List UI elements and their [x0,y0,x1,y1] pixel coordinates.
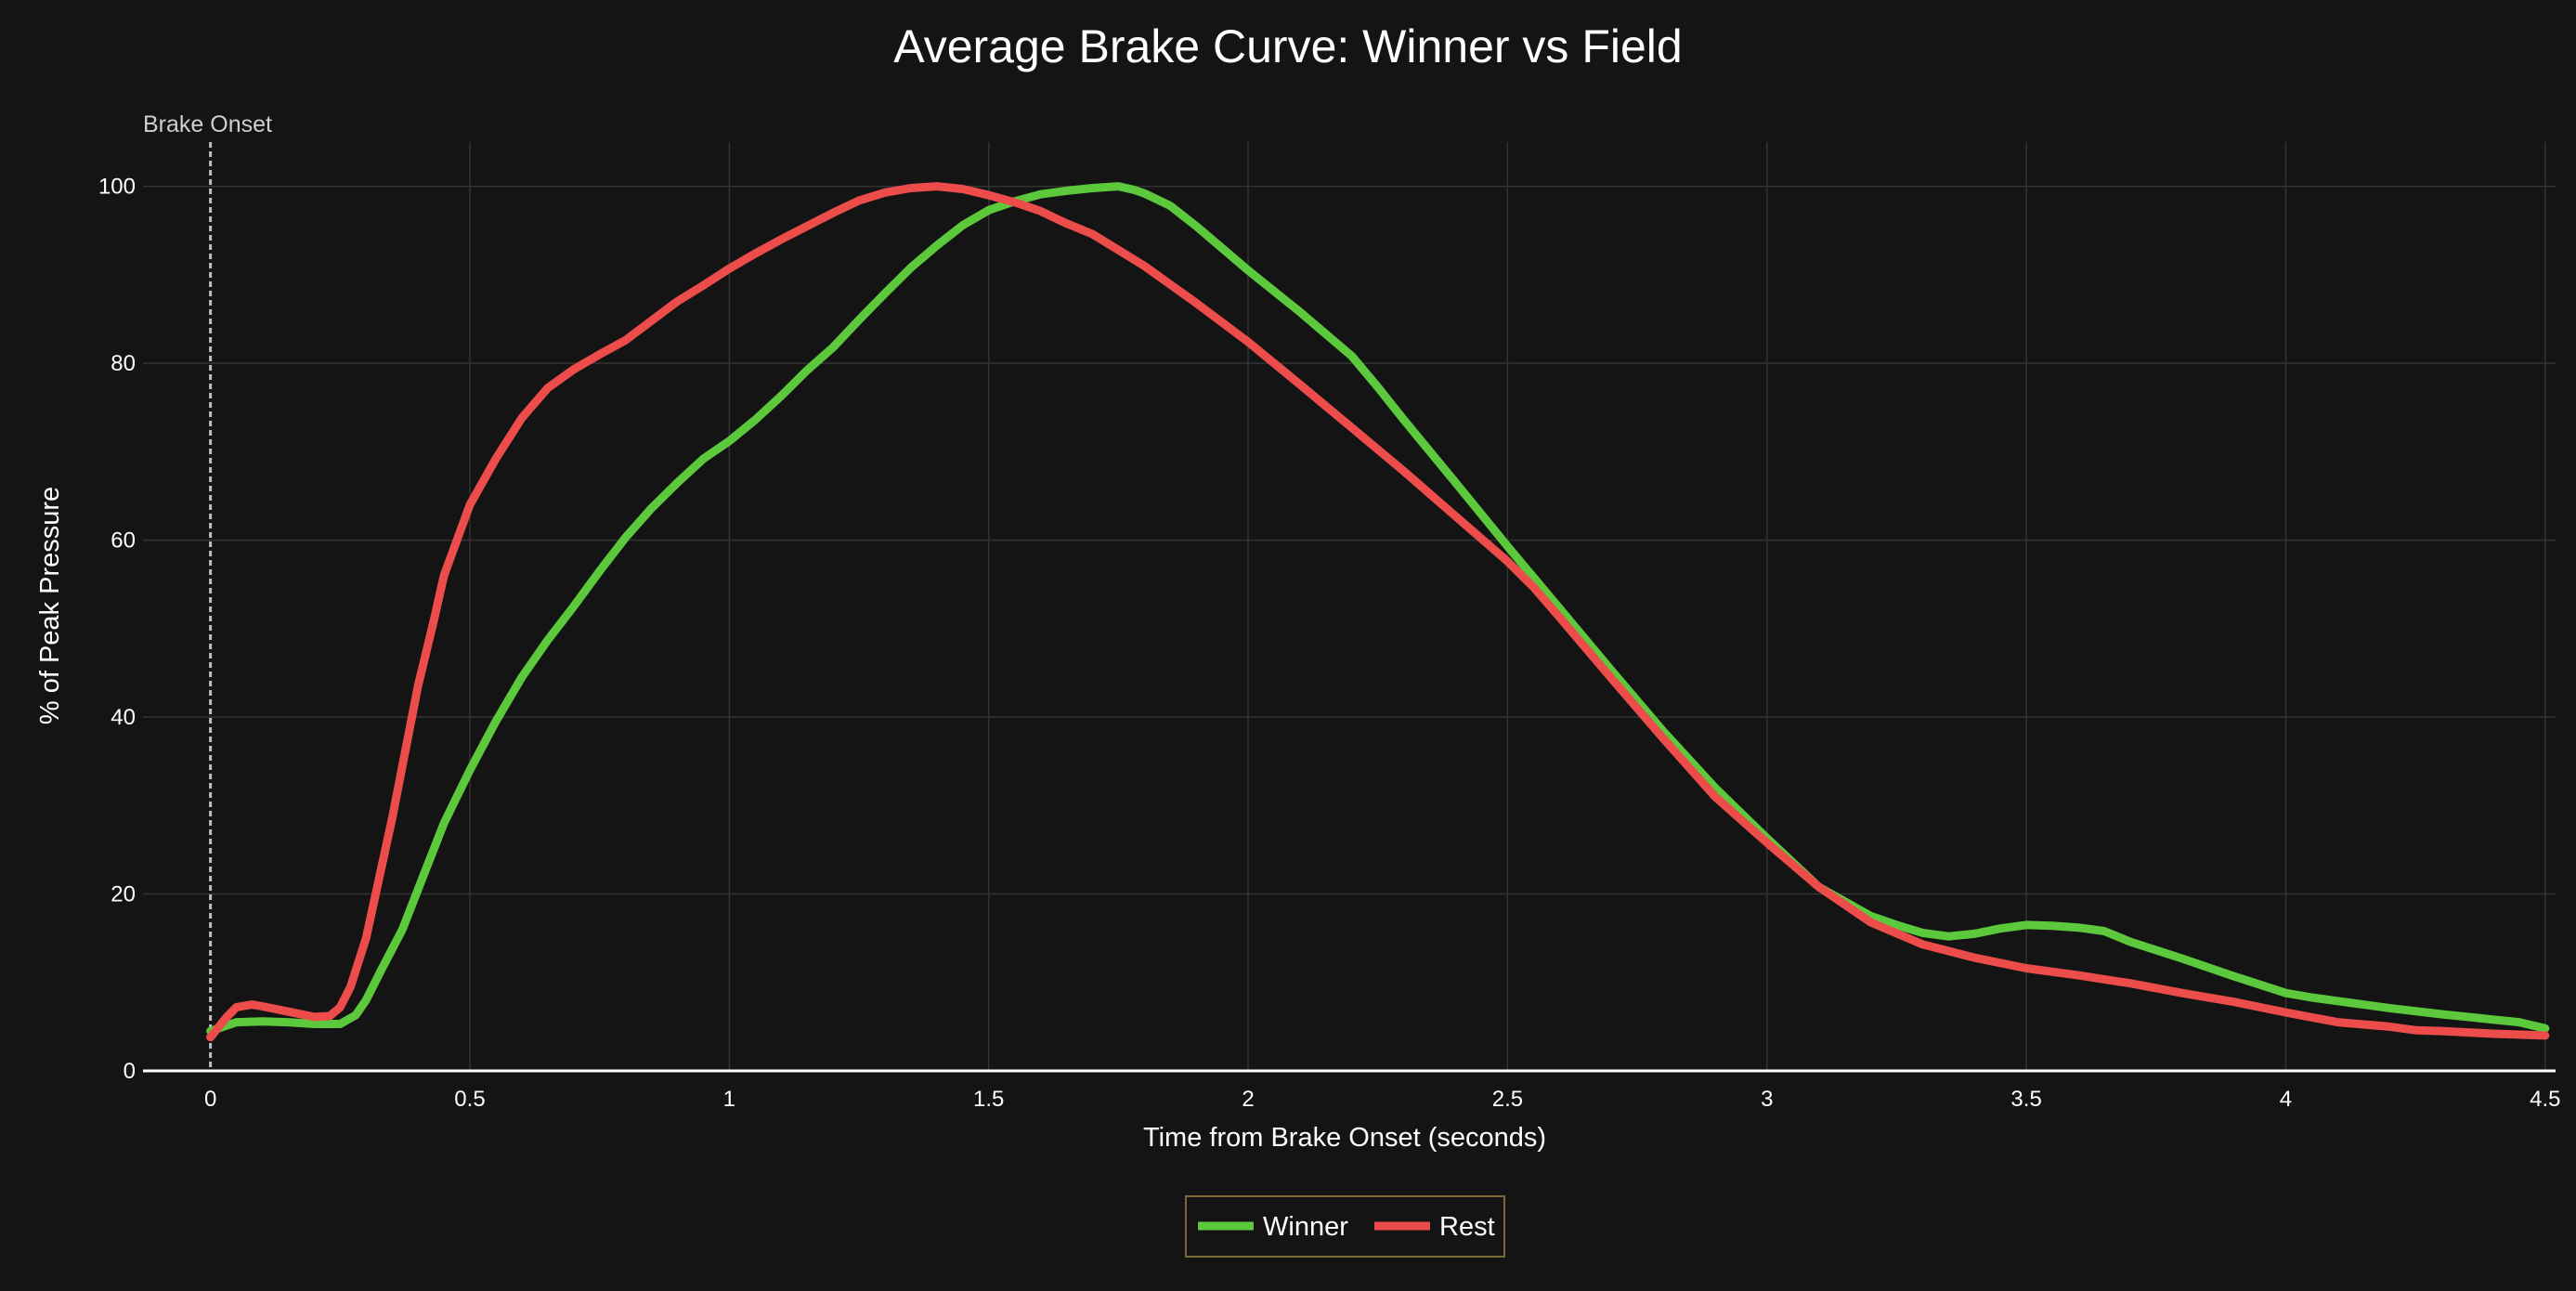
x-tick-label: 0.5 [454,1087,485,1112]
legend-label-winner[interactable]: Winner [1263,1212,1348,1242]
y-tick-label: 60 [111,528,136,554]
legend-label-rest[interactable]: Rest [1439,1212,1495,1242]
chart-title: Average Brake Curve: Winner vs Field [893,20,1682,72]
y-tick-label: 100 [98,175,136,200]
y-tick-label: 0 [124,1059,136,1084]
x-tick-label: 1.5 [973,1087,1004,1112]
series-line-winner [206,182,2550,1036]
grid-layer [143,142,2556,1071]
x-tick-label: 3.5 [2010,1087,2041,1112]
y-axis-label: % of Peak Pressure [35,487,65,724]
x-tick-label: 2 [1242,1087,1254,1112]
x-tick-label: 0 [204,1087,216,1112]
axis-layer: 0 0.5 1 1.5 2 2.5 3 3.5 4 4.5 0 20 40 60 80 100 [98,142,2561,1112]
series-layer [206,182,2550,1042]
y-tick-label: 40 [111,705,136,730]
x-tick-label: 2.5 [1492,1087,1523,1112]
y-tick-label: 20 [111,882,136,907]
series-line-rest [206,182,2550,1042]
x-tick-label: 1 [723,1087,735,1112]
y-tick-label: 80 [111,351,136,376]
legend: Winner Rest [1185,1195,1505,1258]
x-tick-label: 4 [2280,1087,2292,1112]
x-tick-label: 4.5 [2530,1087,2560,1112]
x-tick-label: 3 [1761,1087,1773,1112]
x-axis-label: Time from Brake Onset (seconds) [1143,1123,1546,1153]
brake-onset-annotation: Brake Onset [143,111,272,137]
